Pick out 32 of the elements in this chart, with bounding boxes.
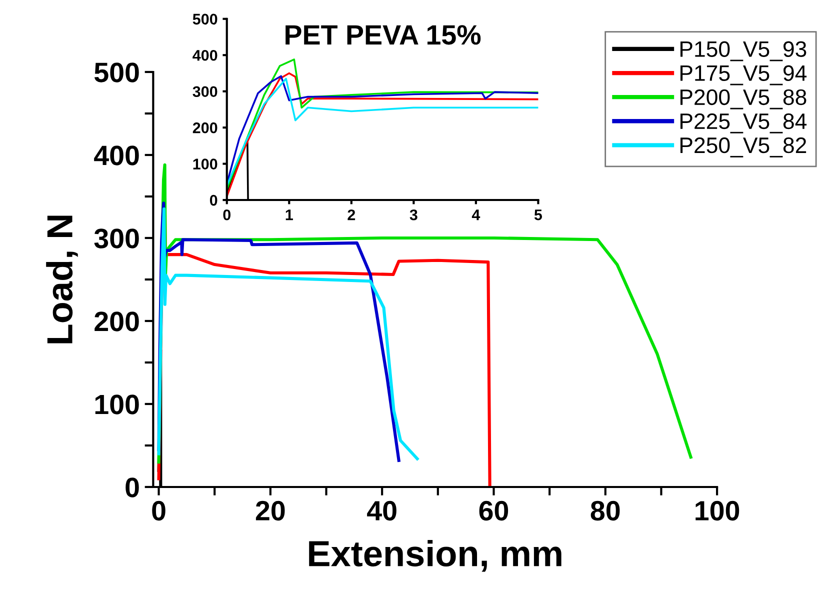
y-tick-label: 400 [192,50,218,61]
x-axis-title: Extension, mm [309,540,562,572]
x-tick-label: 4 [472,210,480,220]
legend-label: P250_V5_82 [680,137,806,158]
y-tick-label: 500 [94,62,139,82]
y-tick-label: 0 [210,194,218,206]
y-tick-label: 300 [94,228,139,248]
y-tick-label: 400 [94,146,139,166]
y-tick-label: 0 [126,478,139,498]
y-tick-label: 200 [94,312,139,332]
legend-label: P175_V5_94 [680,65,807,86]
y-tick-label: 500 [192,14,218,25]
x-tick-label: 0 [223,209,230,220]
y-tick-label: 300 [192,86,218,98]
legend-label: P225_V5_84 [680,113,807,134]
y-tick-label: 200 [192,122,218,134]
x-tick-label: 60 [479,500,508,521]
x-tick-label: 40 [367,500,396,521]
x-tick-label: 5 [534,210,542,220]
x-tick-label: 20 [256,500,285,521]
x-tick-label: 0 [152,500,166,521]
x-tick-label: 100 [696,500,740,521]
y-tick-label: 100 [95,394,139,414]
y-axis-title: Load, N [46,216,78,344]
x-tick-label: 1 [286,210,293,220]
x-tick-label: 2 [348,209,356,220]
legend-label: P150_V5_93 [680,41,806,62]
chart-title: PET PEVA 15% [286,25,481,45]
x-tick-label: 3 [410,209,418,220]
x-tick-label: 80 [590,500,620,521]
y-tick-label: 100 [193,158,218,170]
legend-label: P200_V5_88 [680,89,806,110]
